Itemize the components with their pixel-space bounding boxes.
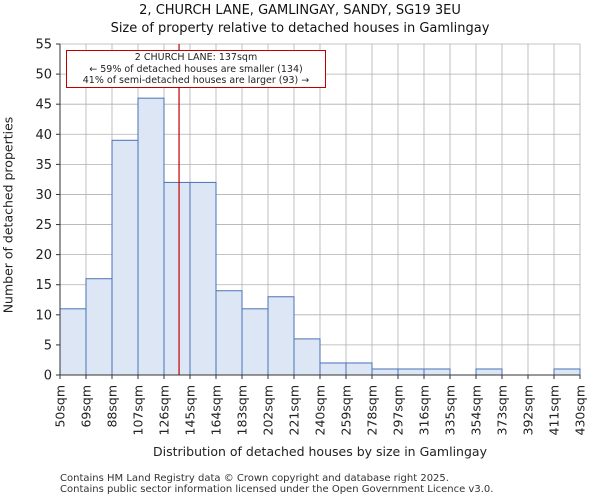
annotation-line-1: 2 CHURCH LANE: 137sqm <box>134 52 258 63</box>
bar <box>371 368 399 376</box>
bar <box>111 139 139 376</box>
marker-annotation: 2 CHURCH LANE: 137sqm ← 59% of detached … <box>66 50 326 88</box>
y-tick-label: 25 <box>35 218 52 233</box>
x-tick-label: 221sqm <box>287 385 302 435</box>
bar <box>59 308 87 376</box>
bar <box>397 368 425 376</box>
x-tick-label: 126sqm <box>157 385 172 435</box>
x-tick-label: 354sqm <box>469 385 484 435</box>
x-tick-label: 145sqm <box>183 385 198 435</box>
y-tick-label: 5 <box>44 338 52 353</box>
bar <box>475 368 503 376</box>
x-tick-label: 411sqm <box>547 385 562 435</box>
axes: 0 5 10 15 20 25 30 35 40 45 50 55 50sqm 69sqm 88sqm 107… <box>35 38 587 436</box>
bars <box>59 97 581 376</box>
x-tick-label: 88sqm <box>105 385 120 428</box>
annotation-line-2: ← 59% of detached houses are smaller (13… <box>89 63 303 75</box>
x-tick-label: 316sqm <box>417 385 432 435</box>
x-tick-label: 392sqm <box>521 385 536 435</box>
x-tick-label: 69sqm <box>79 385 94 428</box>
bar <box>241 308 269 376</box>
x-tick-label: 297sqm <box>391 385 406 435</box>
y-tick-label: 45 <box>35 98 52 113</box>
x-tick-label: 183sqm <box>235 385 250 435</box>
chart-subtitle: Size of property relative to detached ho… <box>110 21 490 36</box>
x-tick-label: 430sqm <box>573 385 588 435</box>
x-tick-label: 373sqm <box>495 385 510 435</box>
x-tick-label: 259sqm <box>339 385 354 435</box>
x-tick-label: 240sqm <box>313 385 328 435</box>
x-tick-label: 202sqm <box>261 385 276 435</box>
bar <box>345 362 373 376</box>
x-tick-label: 107sqm <box>131 385 146 435</box>
chart-title: 2, CHURCH LANE, GAMLINGAY, SANDY, SG19 3… <box>139 3 461 18</box>
bar <box>319 362 347 376</box>
x-tick-label: 50sqm <box>53 385 68 428</box>
y-tick-label: 30 <box>35 188 52 203</box>
y-tick-label: 15 <box>35 278 52 293</box>
bar <box>293 338 321 376</box>
x-axis-label: Distribution of detached houses by size … <box>153 444 487 459</box>
bar <box>163 181 191 376</box>
x-tick-label: 164sqm <box>209 385 224 435</box>
bar <box>215 290 243 376</box>
bar <box>85 278 113 376</box>
bar <box>137 97 165 376</box>
x-tick-label: 278sqm <box>365 385 380 435</box>
annotation-line-3: 41% of semi-detached houses are larger (… <box>82 75 310 86</box>
x-tick-label: 335sqm <box>443 385 458 435</box>
y-tick-label: 35 <box>35 158 52 173</box>
y-tick-label: 55 <box>35 38 52 53</box>
footer-copyright: Contains HM Land Registry data © Crown c… <box>60 473 449 484</box>
footer-licence: Contains public sector information licen… <box>60 484 494 495</box>
y-tick-label: 0 <box>44 369 52 384</box>
y-tick-label: 10 <box>35 308 52 323</box>
bar <box>267 296 295 376</box>
bar <box>189 181 217 376</box>
bar <box>553 368 581 376</box>
y-tick-label: 50 <box>35 68 52 83</box>
y-tick-label: 40 <box>35 128 52 143</box>
bar <box>423 368 451 376</box>
y-axis-label: Number of detached properties <box>0 116 16 314</box>
y-tick-label: 20 <box>35 248 52 263</box>
